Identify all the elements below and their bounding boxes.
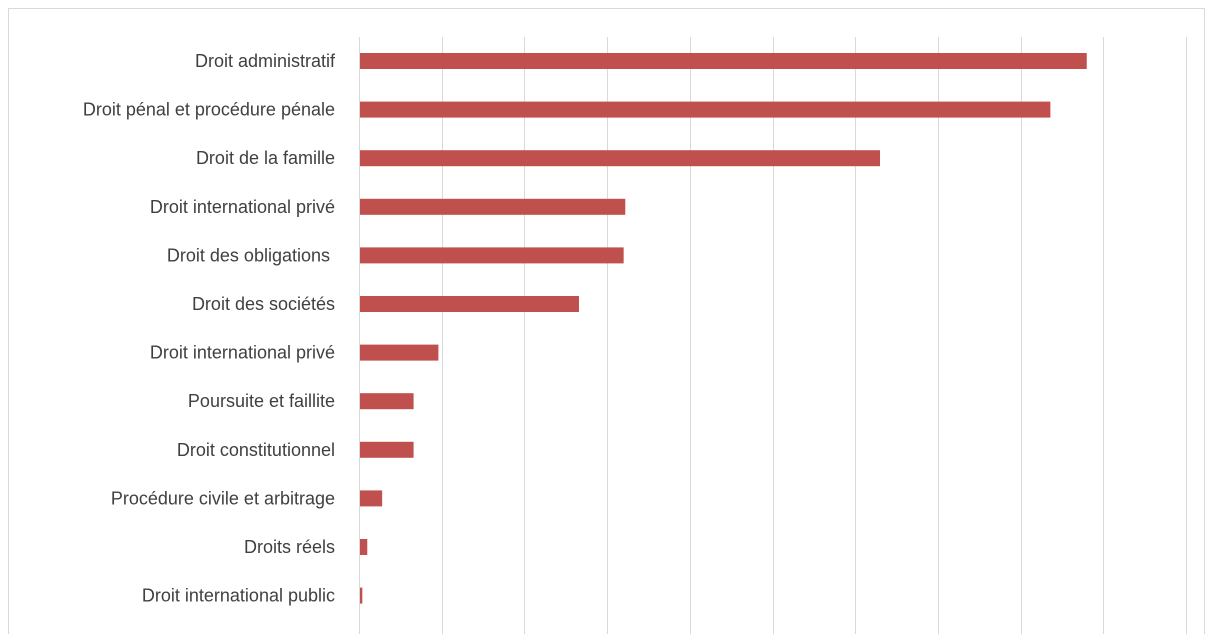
category-label: Droit constitutionnel bbox=[177, 440, 335, 460]
category-label: Procédure civile et arbitrage bbox=[111, 488, 335, 508]
bar bbox=[360, 247, 624, 264]
bar bbox=[360, 539, 368, 555]
bar bbox=[360, 344, 439, 361]
category-label: Droit de la famille bbox=[196, 148, 335, 168]
bar bbox=[360, 587, 363, 604]
bar bbox=[360, 101, 1051, 118]
category-labels: Droit administratif Droit pénal et procéd… bbox=[83, 51, 336, 606]
category-label: Droit international privé bbox=[150, 197, 335, 217]
bar bbox=[360, 296, 579, 312]
bar bbox=[360, 441, 414, 458]
category-label: Droit des sociétés bbox=[192, 294, 335, 314]
bar bbox=[360, 490, 383, 507]
category-label: Droits réels bbox=[244, 537, 335, 557]
bar bbox=[360, 198, 626, 215]
category-label: Droit des obligations bbox=[167, 245, 335, 265]
bar bbox=[360, 150, 881, 167]
bar bbox=[360, 393, 414, 410]
bars bbox=[360, 53, 1087, 604]
category-label: Poursuite et faillite bbox=[188, 391, 335, 411]
gridlines bbox=[359, 37, 1187, 634]
category-label: Droit international privé bbox=[150, 343, 335, 363]
category-label: Droit pénal et procédure pénale bbox=[83, 100, 335, 120]
bar bbox=[360, 53, 1087, 69]
category-label: Droit international public bbox=[142, 586, 335, 606]
category-label: Droit administratif bbox=[195, 51, 336, 71]
